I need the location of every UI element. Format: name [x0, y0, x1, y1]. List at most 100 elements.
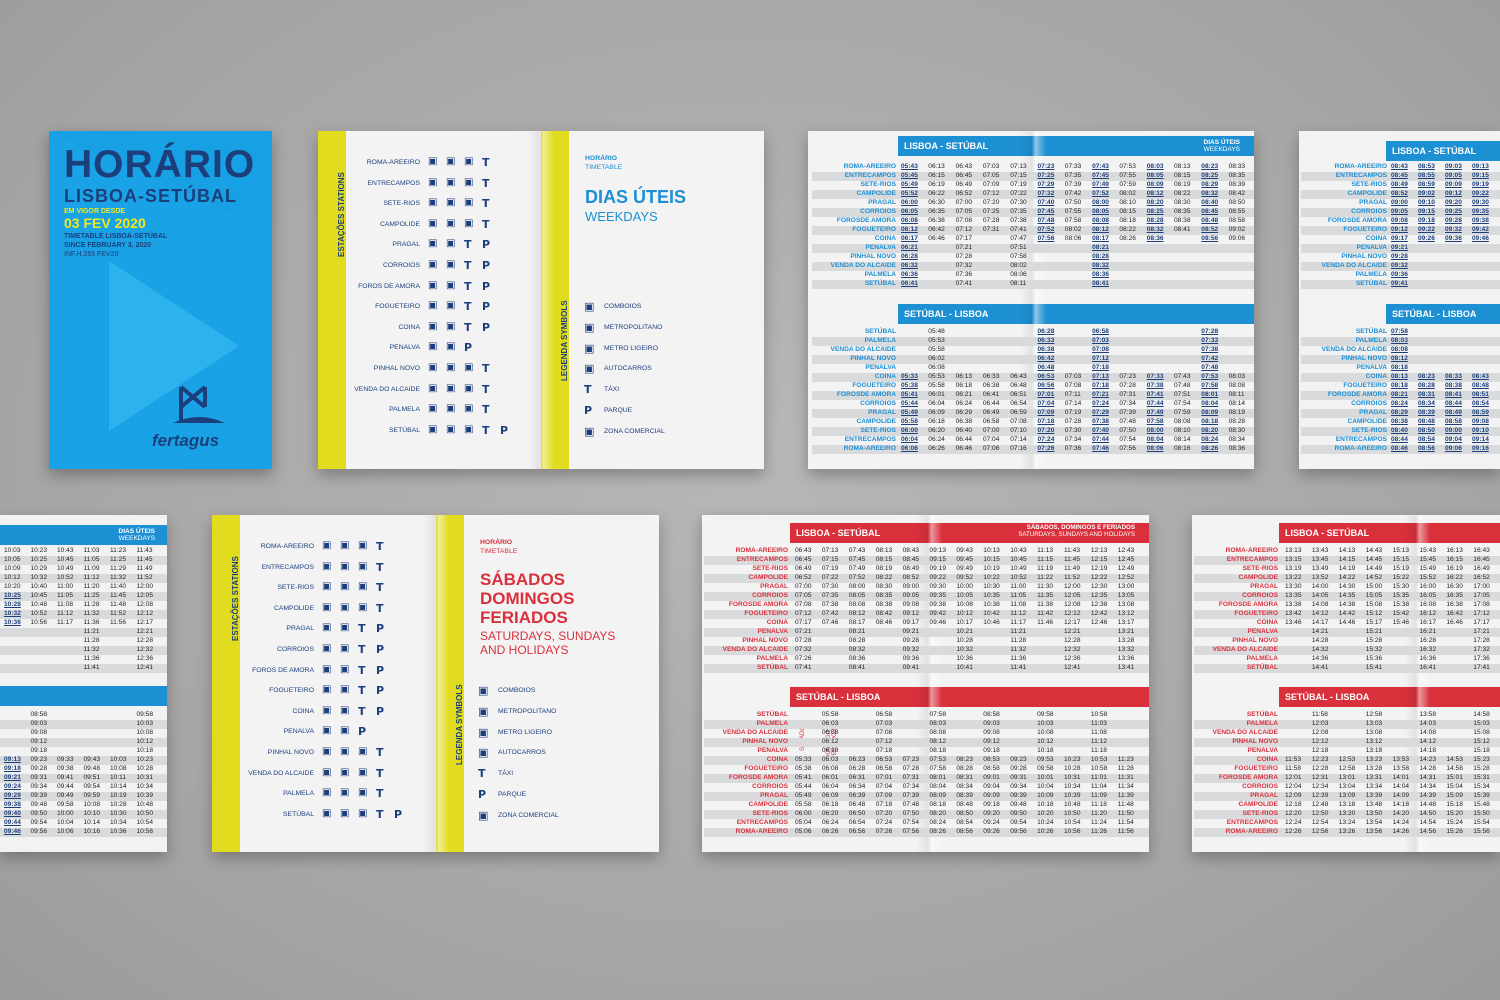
time-cell: 09:32	[1445, 226, 1462, 233]
time-cell: 10:12	[4, 574, 21, 581]
time-cell: 16:32	[1419, 646, 1437, 653]
station-label: PRAGAL	[868, 409, 896, 416]
row-stripe	[1301, 208, 1500, 217]
station-label: PENALVA	[1247, 628, 1278, 635]
time-cell: 06:34	[848, 783, 866, 790]
transport-icon: ▣	[340, 787, 350, 799]
time-cell: 07:58	[1146, 418, 1164, 425]
time-cell: 09:53	[1037, 756, 1054, 763]
time-cell: 07:14	[1010, 436, 1027, 443]
time-cell: 08:31	[1418, 391, 1435, 398]
time-cell: 13:03	[1365, 720, 1383, 727]
station-label: PALMELA	[864, 337, 896, 344]
time-cell: 09:06	[1228, 235, 1246, 242]
weekday-partial-header	[0, 525, 167, 545]
time-cell: 13:00	[1117, 583, 1135, 590]
row-stripe	[0, 610, 167, 619]
corner-label: SÁBADOS, DOMINGOS E FERIADOS SATURDAYS, …	[1018, 524, 1135, 538]
setubal-lisboa-header: SETÚBAL - LISBOA	[1279, 687, 1500, 707]
time-cell: 06:42	[928, 226, 945, 233]
time-cell: 09:28	[30, 765, 48, 772]
time-cell: 15:19	[1392, 565, 1410, 572]
time-cell: 05:53	[928, 337, 945, 344]
row-stripe	[1301, 409, 1500, 418]
time-cell: 08:14	[1174, 436, 1191, 443]
time-cell: 10:04	[1037, 783, 1054, 790]
time-cell: 12:20	[1285, 810, 1302, 817]
time-cell: 10:09	[4, 565, 21, 572]
row-stripe	[1301, 262, 1500, 271]
time-cell: 06:23	[848, 756, 866, 763]
time-cell: 14:39	[1419, 792, 1437, 799]
station-label: CAMPOLIDE	[856, 190, 896, 197]
time-cell: 15:49	[1419, 565, 1437, 572]
time-cell: 15:34	[1473, 783, 1490, 790]
time-cell: 15:24	[1446, 819, 1463, 826]
time-cell: 10:36	[110, 828, 127, 835]
time-cell: 15:13	[1392, 547, 1410, 554]
station-label: PALMELA	[864, 271, 896, 278]
transport-icon: ▣	[322, 643, 332, 654]
time-cell: 12:45	[1117, 556, 1135, 563]
time-cell: 17:21	[1473, 628, 1490, 635]
time-cell: 06:54	[848, 819, 866, 826]
time-cell: 13:53	[1392, 756, 1410, 763]
time-cell: 08:13	[875, 547, 893, 554]
transport-icon: ▣	[428, 300, 438, 312]
time-cell: 10:48	[1064, 801, 1081, 808]
station-label: CORROIOS	[752, 592, 788, 599]
station-label: SETE-RIOS	[1242, 565, 1278, 572]
time-cell: 09:44	[4, 819, 21, 826]
time-cell: 11:52	[110, 610, 127, 617]
time-cell: 11:05	[83, 556, 100, 563]
time-cell: 06:49	[955, 181, 973, 188]
time-cell: 14:18	[1392, 801, 1410, 808]
time-cell: 09:12	[1391, 226, 1408, 233]
service-symbol: T	[376, 766, 384, 780]
time-cell: 15:15	[1392, 556, 1410, 563]
time-cell: 12:08	[1311, 729, 1329, 736]
time-cell: 10:34	[110, 819, 127, 826]
symbol-label: ZONA COMERCIAL	[604, 427, 665, 435]
time-cell: 11:08	[1010, 601, 1027, 608]
time-cell: 15:21	[1365, 628, 1383, 635]
time-cell: 14:17	[1311, 619, 1329, 626]
row-stripe	[0, 792, 167, 801]
corner-label-en: SATURDAYS, SUNDAYS AND HOLIDAYS	[1018, 531, 1135, 538]
time-cell: 08:52	[1391, 190, 1408, 197]
time-cell: 08:50	[956, 810, 973, 817]
time-cell: 08:38	[1445, 382, 1462, 389]
time-cell: 10:39	[136, 792, 154, 799]
time-cell: 11:32	[110, 574, 127, 581]
time-cell: 07:15	[821, 556, 839, 563]
time-cell: 17:28	[1473, 637, 1490, 644]
time-cell: 09:39	[30, 792, 48, 799]
time-cell: 10:26	[1037, 828, 1054, 835]
time-cell: 12:21	[1064, 628, 1081, 635]
time-cell: 07:10	[1010, 427, 1027, 434]
time-cell: 13:42	[1285, 610, 1302, 617]
row-stripe	[704, 828, 1149, 837]
time-cell: 11:56	[110, 619, 127, 626]
time-cell: 10:12	[136, 738, 154, 745]
time-cell: 06:30	[928, 199, 945, 206]
time-cell: 06:52	[955, 190, 973, 197]
time-cell: 07:54	[1119, 436, 1136, 443]
weekend-timetable-spread: LISBOA - SETÚBAL SÁBADOS, DOMINGOS E FER…	[702, 515, 1149, 852]
time-cell: 06:38	[955, 418, 973, 425]
station-label: CAMPOLIDE	[748, 801, 788, 808]
time-cell: 07:43	[848, 547, 866, 554]
service-symbol: T	[482, 156, 490, 169]
cover-title: HORÁRIO	[64, 143, 256, 186]
station-label: SETÚBAL	[864, 280, 896, 287]
transport-icon: ▣	[446, 300, 456, 312]
transport-icon: ▣	[446, 176, 456, 188]
header-label: SETÚBAL - LISBOA	[1285, 692, 1370, 702]
time-cell: 07:48	[1201, 364, 1219, 371]
time-cell: 08:59	[1472, 409, 1489, 416]
row-stripe	[812, 280, 1254, 289]
service-symbol: T	[464, 279, 472, 293]
time-cell: 07:41	[795, 664, 812, 671]
time-cell: 13:43	[1311, 547, 1329, 554]
transport-icon: ▣	[446, 341, 456, 353]
